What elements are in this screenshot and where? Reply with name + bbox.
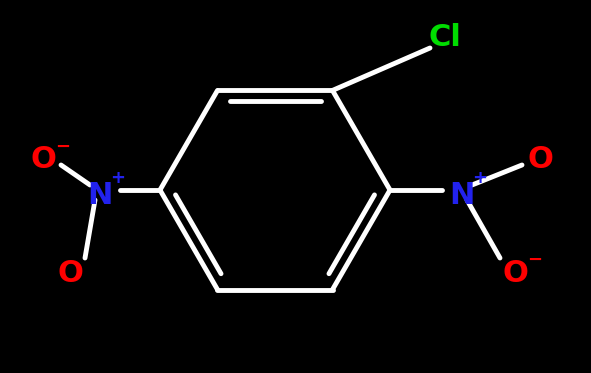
Text: O: O [502, 258, 528, 288]
Text: −: − [527, 251, 543, 269]
Text: +: + [111, 169, 125, 187]
Text: −: − [56, 138, 70, 156]
Text: +: + [472, 169, 488, 187]
Text: O: O [527, 145, 553, 175]
Text: N: N [87, 181, 113, 210]
Text: N: N [449, 181, 475, 210]
Text: O: O [57, 258, 83, 288]
Text: Cl: Cl [428, 23, 462, 53]
Text: O: O [30, 145, 56, 175]
